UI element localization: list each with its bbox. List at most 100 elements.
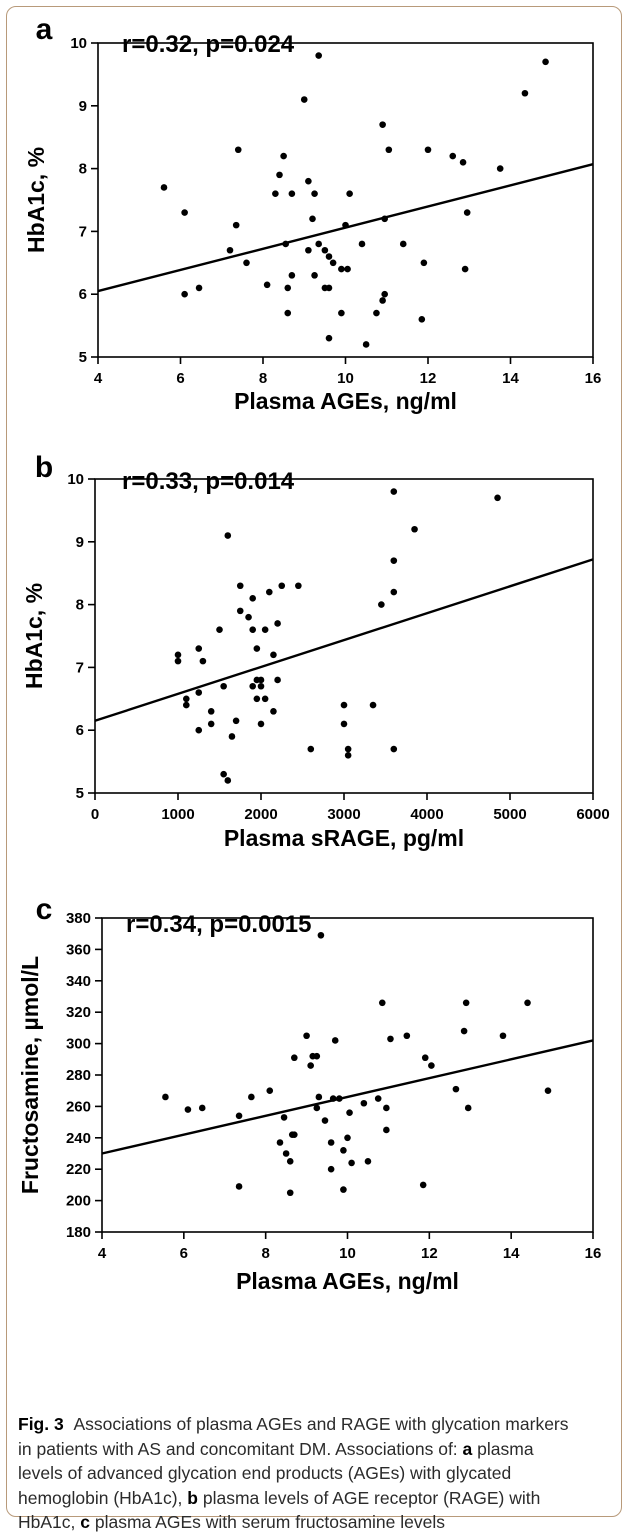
panel-b-data-point [340,701,348,709]
panel-c-data-point [403,1032,411,1040]
panel-b-data-point [183,701,190,709]
panel-a-x-tick-label: 6 [176,370,184,387]
panel-c-letter: c [36,893,53,926]
figure-frame [6,6,622,1517]
panel-c-data-point [419,1181,427,1189]
scatter-panel-a: 4 6 8 10 12 14 16 5 6 7 8 9 10 a r=0.32, p=0.024 Plasma… [23,13,601,414]
panel-a-data-point [463,209,471,216]
panel-b-data-point [257,676,265,684]
panel-b-data-point [257,682,265,690]
panel-b-x-tick-label: 4000 [410,806,443,823]
panel-a-data-point [305,246,312,254]
panel-a-x-tick-label: 8 [259,370,267,387]
panel-c-data-point [276,1139,284,1146]
panel-a-data-point [195,284,203,292]
panel-a-data-point [315,240,322,248]
caption-label-a: a [462,1438,473,1459]
panel-c-data-point [313,1052,321,1060]
panel-b-data-point [369,701,377,709]
panel-b-data-point [249,682,256,690]
panel-b-data-point [344,745,352,753]
panel-b-y-tick-label: 9 [76,534,84,551]
panel-c-y-tick-label: 220 [66,1161,91,1178]
panel-b-data-point [253,645,261,652]
panel-a-data-point [325,284,333,292]
panel-a-y-tick-label: 6 [79,286,87,303]
panel-b-data-point [183,695,190,703]
panel-b-data-point [278,582,286,590]
caption-text-1: Associations of plasma AGEs and RAGE wit… [73,1414,569,1434]
panel-c-x-tick-label: 10 [339,1245,356,1262]
panel-a-data-point [373,309,380,317]
panel-c-x-tick-label: 6 [180,1245,188,1262]
panel-c-regression-line [101,1039,594,1155]
panel-c-data-point [378,999,386,1007]
panel-b-data-point [220,770,227,778]
panel-a-data-point [272,190,279,198]
panel-c-x-tick-label: 12 [421,1245,438,1262]
panel-a-data-point [362,341,370,348]
panel-c-y-tick-label: 280 [66,1067,91,1084]
panel-b-data-point [195,645,203,652]
panel-a-data-point [542,58,549,66]
panel-a-data-point [379,297,386,304]
panel-b-x-tick-label: 6000 [576,806,609,823]
panel-a-data-point [305,177,312,185]
panel-b-y-tick-label: 10 [67,471,84,488]
panel-a-y-tick-label: 8 [79,161,87,178]
panel-b-x-tick-label: 1000 [161,806,194,823]
panel-a-data-point [385,146,393,154]
panel-a-data-point [346,190,353,198]
panel-a-data-point [418,316,426,323]
panel-b-x-axis-title: Plasma sRAGE, pg/ml [224,825,464,851]
panel-a-data-point [282,240,289,248]
figure-caption: Fig. 3 Associations of plasma AGEs and R… [18,1412,608,1535]
panel-c-data-point [286,1189,294,1197]
panel-b-x-tick-label: 0 [91,806,99,823]
caption-label-c: c [80,1512,90,1532]
panel-a-data-point [329,259,337,267]
panel-b-data-point [295,582,302,590]
panel-c-data-point [317,931,325,939]
panel-c-data-point [421,1054,429,1062]
panel-c-data-point [327,1165,335,1173]
panel-a-data-point [300,96,308,103]
caption-label-b: b [187,1487,198,1508]
panel-b-data-point [174,657,182,665]
panel-b-data-point [236,582,244,590]
panel-b-data-point [236,607,244,615]
panel-a-data-point [315,52,322,59]
panel-c-data-point [235,1112,243,1120]
panel-c-y-tick-label: 320 [66,1004,91,1021]
panel-c-data-point [344,1134,351,1142]
panel-a-data-point [521,89,529,97]
caption-line-2: in patients with AS and concomitant DM. … [18,1437,608,1462]
panel-c-plot-frame [101,917,594,1233]
panel-c-data-point [321,1117,329,1124]
panel-c-data-point [282,1150,290,1157]
panel-b-y-tick-label: 7 [76,659,84,676]
panel-c-data-point [286,1158,294,1165]
scatter-panel-c: 4 6 8 10 12 14 16 180 200 220 240 260 280 300 320 340 36… [17,893,601,1294]
panel-b-data-point [307,745,315,753]
caption-text-5: HbA1c, [18,1512,76,1532]
panel-a-data-point [496,165,504,172]
panel-b-data-point [199,657,207,665]
panel-b-data-point [261,695,269,703]
panel-c-x-tick-label: 8 [261,1245,269,1262]
panel-c-y-tick-label: 180 [66,1224,91,1241]
panel-b-data-point [270,708,277,715]
panel-a-data-point [234,146,242,154]
panel-c-data-point [460,1027,468,1035]
panel-a-data-point [321,246,329,254]
panel-c-data-point [383,1104,390,1112]
panel-b-x-tick-label: 5000 [493,806,526,823]
panel-b-data-point [249,595,256,602]
caption-line-4: hemoglobin (HbA1c), b plasma levels of A… [18,1486,608,1511]
panel-b-y-axis-title: HbA1c, % [21,583,47,689]
caption-line-3: levels of advanced glycation end product… [18,1461,608,1486]
panel-a-data-point [381,290,388,298]
panel-c-data-point [280,1114,288,1121]
caption-text-4: hemoglobin (HbA1c), [18,1487,183,1508]
scatter-panel-b: 0 1000 2000 3000 4000 5000 6000 5 6 7 8 9 10 b r=0.33,… [21,451,610,851]
